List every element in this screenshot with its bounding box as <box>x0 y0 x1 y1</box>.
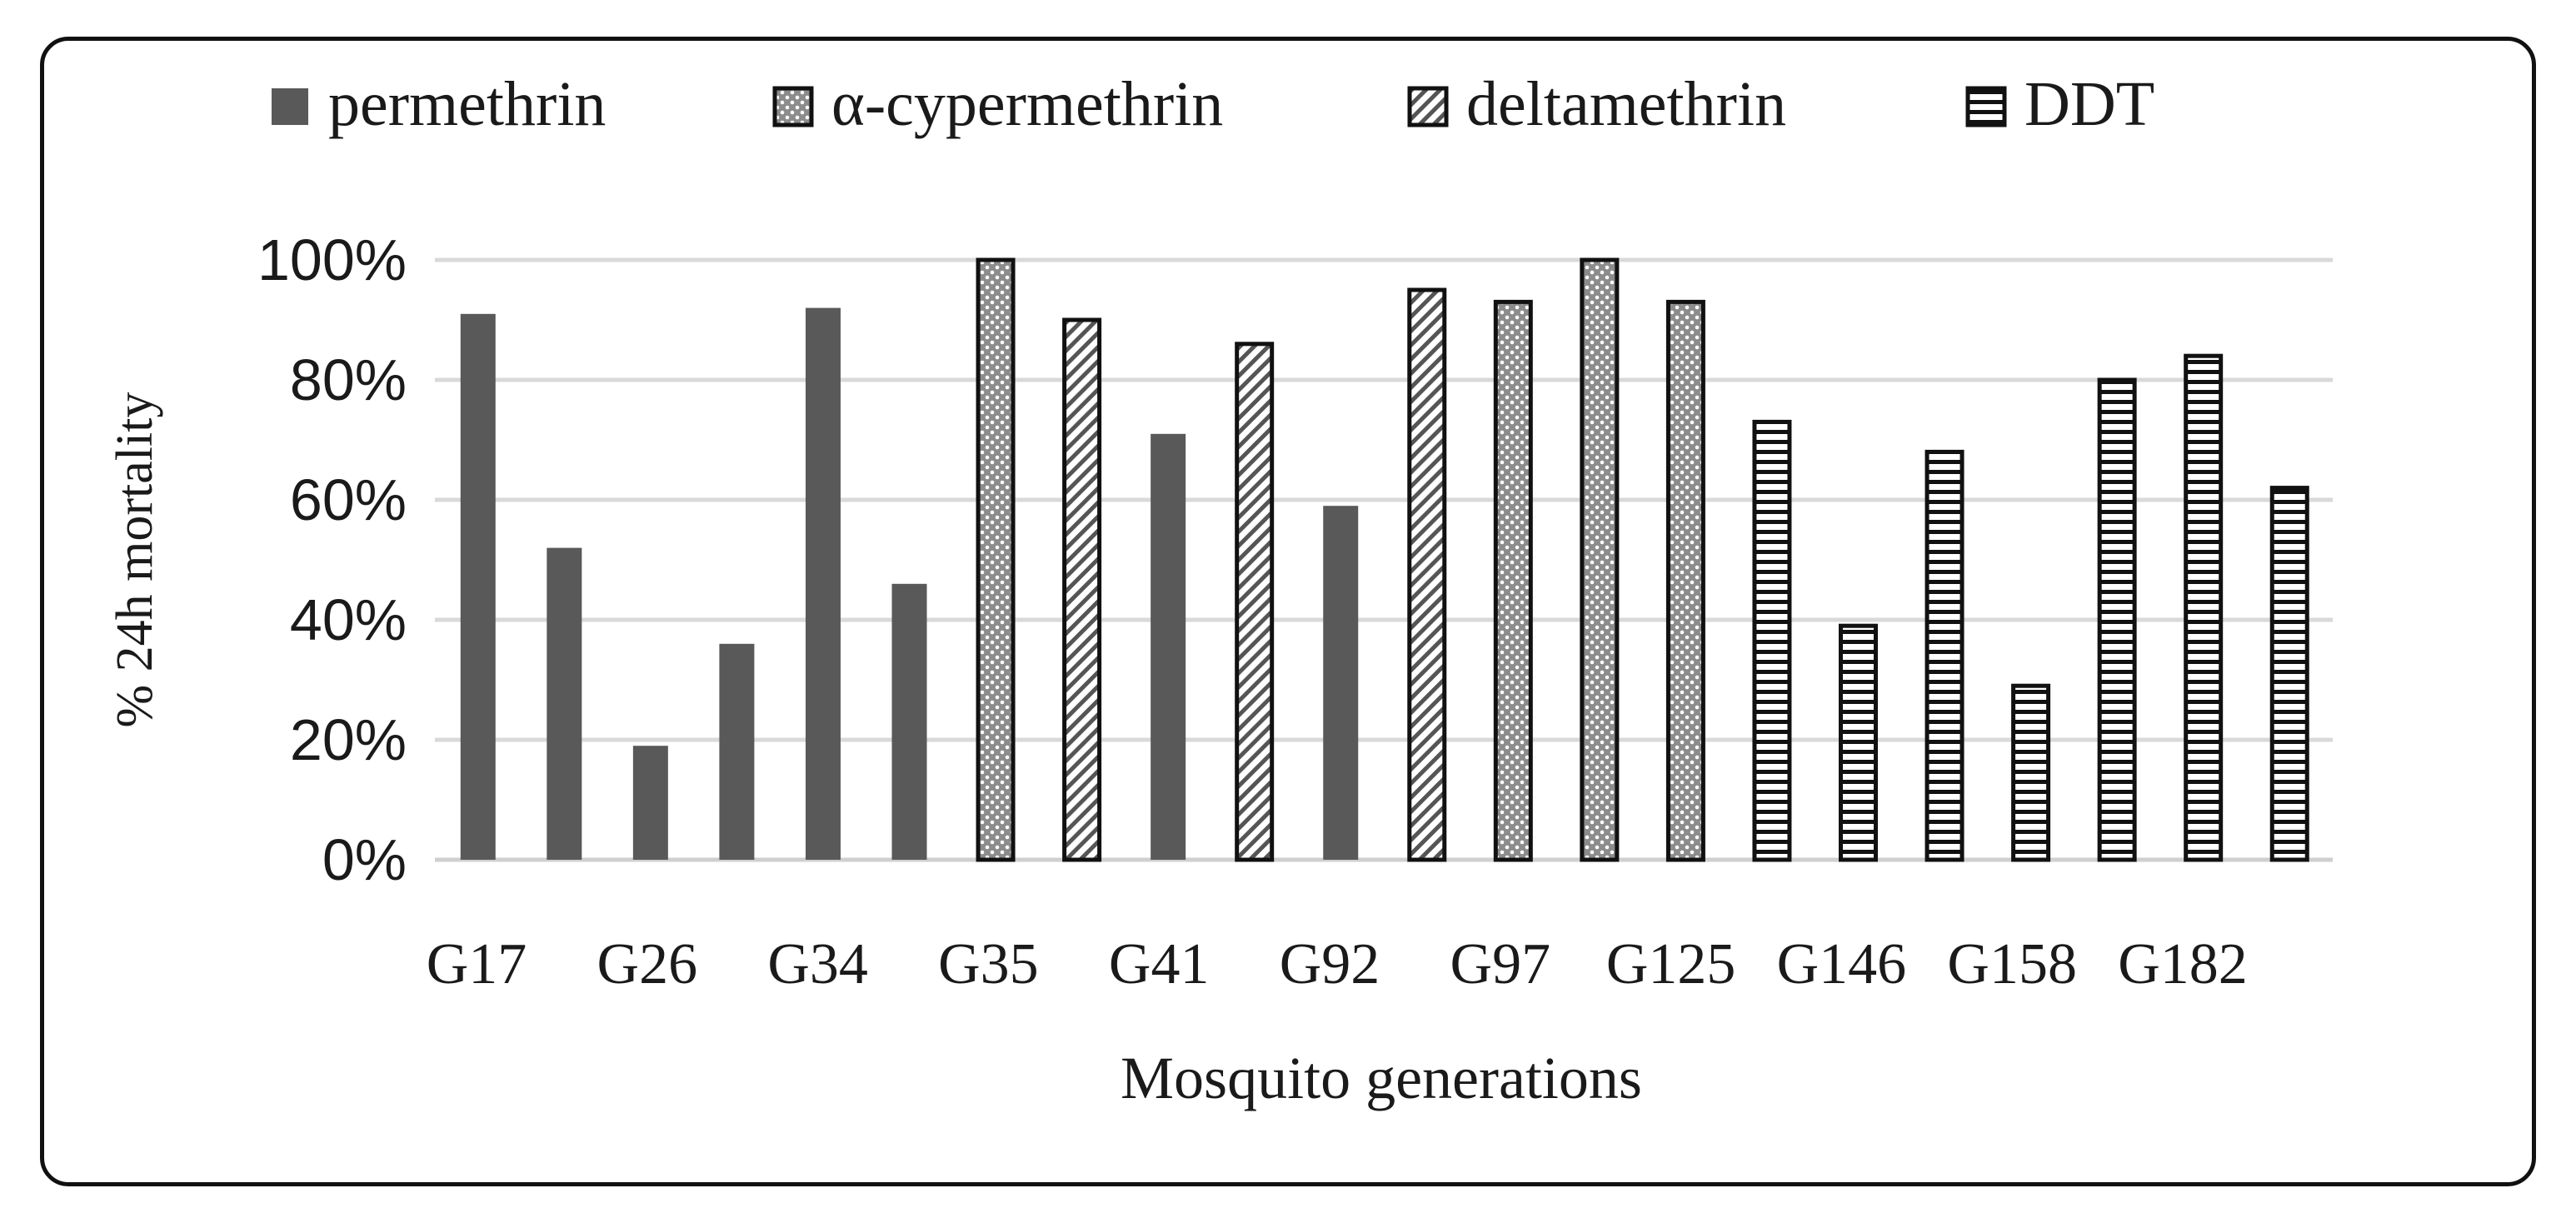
y-tick-label: 0% <box>322 827 407 892</box>
x-axis-ticks: G17 G26 G34 G35 G41 G92 G97 G125 G146 G158 G182 <box>427 932 2248 996</box>
x-tick-label: G97 <box>1450 932 1551 996</box>
y-axis-ticks: 0% 20% 40% 60% 80% 100% <box>257 227 407 892</box>
bar-solid <box>460 313 496 860</box>
bar-dots <box>1580 257 1620 862</box>
bar-solid <box>1151 433 1186 860</box>
bar-diagonal <box>1407 287 1447 862</box>
x-tick-label: G17 <box>427 932 527 996</box>
x-axis-title: Mosquito generations <box>1121 1045 1642 1111</box>
y-tick-label: 100% <box>257 227 407 292</box>
x-tick-label: G41 <box>1109 932 1210 996</box>
legend: permethrin α-cypermethrin deltamethrin DDT <box>272 69 2154 139</box>
x-tick-label: G146 <box>1777 932 1907 996</box>
x-tick-label: G35 <box>938 932 1039 996</box>
y-tick-label: 80% <box>290 347 407 412</box>
legend-swatch-dots <box>772 86 814 127</box>
x-tick-label: G125 <box>1606 932 1736 996</box>
bar-dots <box>976 257 1016 862</box>
bar-horizontal <box>1925 449 1964 862</box>
bar-solid <box>805 307 841 861</box>
x-tick-label: G92 <box>1280 932 1380 996</box>
bars <box>460 257 2309 862</box>
x-tick-label: G26 <box>597 932 698 996</box>
bar-solid <box>719 643 755 860</box>
bar-horizontal <box>2184 353 2224 862</box>
legend-label: α-cypermethrin <box>831 69 1223 139</box>
bar-horizontal <box>1752 419 1792 862</box>
bar-solid <box>547 547 582 860</box>
y-tick-label: 20% <box>290 707 407 772</box>
y-axis-title: % 24h mortality <box>107 392 163 728</box>
y-tick-label: 40% <box>290 587 407 652</box>
bar-solid <box>891 583 927 860</box>
bar-dots <box>1493 299 1533 862</box>
legend-label: deltamethrin <box>1466 69 1786 139</box>
x-tick-label: G34 <box>767 932 868 996</box>
bar-horizontal <box>2097 377 2137 862</box>
bar-dots <box>1665 299 1705 862</box>
bar-horizontal <box>2011 683 2051 862</box>
x-tick-label: G182 <box>2118 932 2248 996</box>
legend-swatch-horizontal <box>1965 86 2007 127</box>
bar-horizontal <box>1839 623 1878 862</box>
bar-solid <box>632 746 668 860</box>
bar-horizontal <box>2269 486 2309 862</box>
legend-swatch-diagonal <box>1407 86 1449 127</box>
legend-swatch-solid <box>272 88 308 125</box>
bar-diagonal <box>1062 317 1102 862</box>
y-tick-label: 60% <box>290 467 407 532</box>
bar-diagonal <box>1235 342 1275 862</box>
bar-solid <box>1323 506 1359 860</box>
x-tick-label: G158 <box>1947 932 2077 996</box>
legend-label: permethrin <box>328 69 606 139</box>
legend-label: DDT <box>2024 69 2154 139</box>
